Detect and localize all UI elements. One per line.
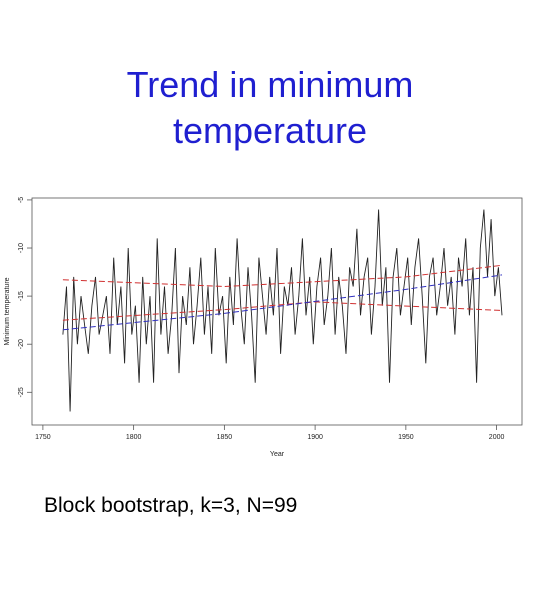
x-tick-label: 1800 (126, 434, 142, 441)
series-line (62, 301, 503, 321)
x-tick-label: 1750 (35, 434, 51, 441)
y-tick-label: -15 (18, 291, 25, 301)
plot-frame (31, 197, 523, 426)
y-tick-label: -25 (18, 387, 25, 397)
caption: Block bootstrap, k=3, N=99 (44, 494, 298, 517)
series-line (62, 209, 503, 412)
y-axis-label: Minimum temperature (4, 277, 11, 345)
x-tick-label: 1950 (398, 434, 414, 441)
x-axis-label: Year (270, 451, 285, 458)
slide-title: Trend in minimum temperature (126, 64, 414, 151)
y-tick-label: -10 (18, 243, 25, 253)
y-tick-label: -5 (18, 197, 25, 203)
x-tick-label: 2000 (489, 434, 505, 441)
series-line (62, 274, 503, 331)
y-tick-label: -20 (18, 339, 25, 349)
x-tick-label: 1850 (217, 434, 233, 441)
x-tick-label: 1900 (307, 434, 323, 441)
series-line (62, 264, 503, 288)
